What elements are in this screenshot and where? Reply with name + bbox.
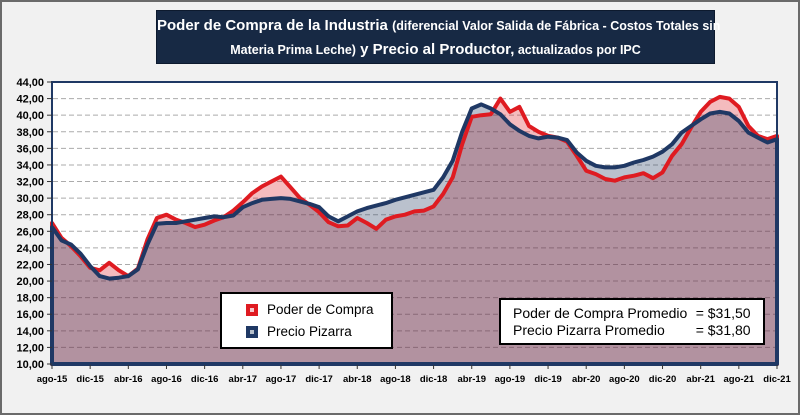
title-sub-text: (diferencial Valor Salida de Fábrica - C… (392, 19, 721, 33)
poder-de-compra-marker-icon (246, 303, 258, 316)
precio-pizarra-marker-icon (246, 325, 258, 338)
legend: Poder de Compra Precio Pizarra (220, 292, 393, 349)
svg-text:42,00: 42,00 (16, 94, 44, 106)
svg-text:16,00: 16,00 (16, 309, 44, 321)
svg-text:12,00: 12,00 (16, 342, 44, 354)
svg-text:36,00: 36,00 (16, 143, 44, 155)
svg-text:24,00: 24,00 (16, 243, 44, 255)
svg-text:ago-15: ago-15 (37, 374, 68, 385)
svg-text:abr-17: abr-17 (229, 374, 258, 385)
svg-text:abr-16: abr-16 (114, 374, 143, 385)
svg-text:34,00: 34,00 (16, 160, 44, 172)
svg-text:ago-21: ago-21 (724, 374, 755, 385)
legend-label: Precio Pizarra (267, 324, 352, 339)
svg-text:abr-18: abr-18 (343, 374, 372, 385)
svg-text:18,00: 18,00 (16, 293, 44, 305)
svg-text:14,00: 14,00 (16, 326, 44, 338)
svg-text:abr-20: abr-20 (572, 374, 601, 385)
svg-text:dic-18: dic-18 (420, 374, 447, 385)
svg-text:dic-17: dic-17 (305, 374, 332, 385)
legend-item-poder-de-compra: Poder de Compra (246, 302, 391, 317)
x-axis: ago-15 dic-15 abr-16 ago-16 dic-16 abr-17 ago-… (37, 365, 791, 385)
poder-de-compra-line (50, 94, 779, 366)
y-axis: 44,00 42,00 40,00 38,00 36,00 34,00 32,00 30,00… (16, 77, 52, 371)
svg-text:20,00: 20,00 (16, 276, 44, 288)
svg-text:ago-20: ago-20 (609, 374, 640, 385)
plot-border (51, 81, 778, 365)
title-sub-text-2: Materia Prima Leche) (230, 43, 356, 57)
svg-text:dic-19: dic-19 (534, 374, 561, 385)
title-main-text-2: y Precio al Productor, (355, 41, 515, 58)
svg-text:abr-19: abr-19 (457, 374, 486, 385)
legend-item-precio-pizarra: Precio Pizarra (246, 324, 391, 339)
svg-text:10,00: 10,00 (16, 359, 44, 371)
svg-text:38,00: 38,00 (16, 127, 44, 139)
svg-text:dic-21: dic-21 (763, 374, 791, 385)
chart-title: Poder de Compra de la Industria (diferen… (156, 10, 720, 64)
svg-text:ago-17: ago-17 (266, 374, 297, 385)
avg-poder-value: = $31,50 (695, 305, 751, 321)
svg-text:26,00: 26,00 (16, 226, 44, 238)
svg-text:40,00: 40,00 (16, 110, 44, 122)
avg-poder-label: Poder de Compra Promedio (513, 305, 688, 321)
svg-text:ago-16: ago-16 (151, 374, 182, 385)
precio-pizarra-line (50, 102, 779, 366)
gridlines (53, 98, 776, 348)
svg-text:abr-21: abr-21 (686, 374, 715, 385)
svg-text:30,00: 30,00 (16, 193, 44, 205)
chart-title-line1: Poder de Compra de la Industria (diferen… (157, 14, 720, 38)
avg-pizarra-value: = $31,80 (695, 322, 751, 338)
chart-title-line2: Materia Prima Leche) y Precio al Product… (157, 38, 714, 62)
svg-text:44,00: 44,00 (16, 77, 44, 89)
title-sub-text-3: actualizados por IPC (514, 43, 641, 57)
avg-pizarra-label: Precio Pizarra Promedio (513, 322, 665, 338)
svg-text:28,00: 28,00 (16, 210, 44, 222)
svg-text:dic-15: dic-15 (76, 374, 104, 385)
svg-text:32,00: 32,00 (16, 177, 44, 189)
title-main-text: Poder de Compra de la Industria (157, 17, 393, 34)
svg-text:ago-19: ago-19 (495, 374, 526, 385)
svg-text:ago-18: ago-18 (380, 374, 411, 385)
average-annotation: Poder de Compra Promedio = $31,50 Precio… (499, 298, 765, 345)
legend-label: Poder de Compra (267, 302, 374, 317)
svg-text:22,00: 22,00 (16, 259, 44, 271)
svg-text:dic-20: dic-20 (649, 374, 676, 385)
svg-text:dic-16: dic-16 (191, 374, 218, 385)
